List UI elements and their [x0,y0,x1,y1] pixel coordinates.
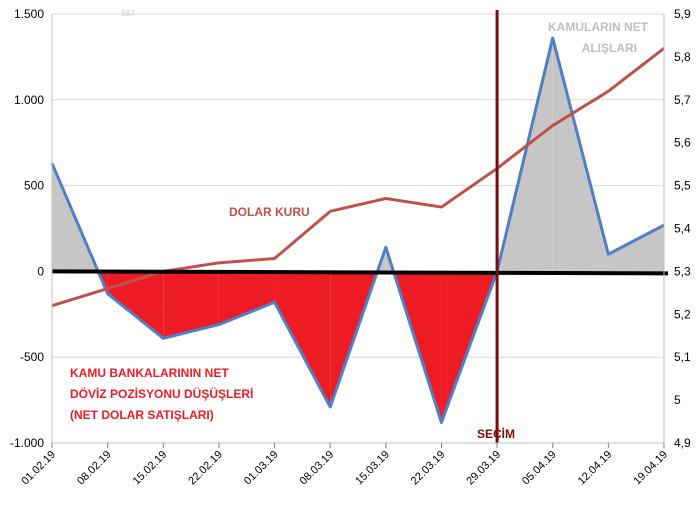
dollar-rate-annotation: DOLAR KURU [229,205,310,219]
net-sales-annotation-line-3: (NET DOLAR SATIŞLARI) [70,408,214,422]
x-tick-label-5: 08.03.19 [298,449,337,488]
right-tick-label-8: 5,7 [674,93,691,107]
x-tick-label-8: 29.03.19 [464,449,503,488]
x-tick-label-1: 08.02.19 [75,449,114,488]
faint-label: 587 [121,9,135,18]
series-lines [50,36,665,424]
area-segment-3 [218,271,275,325]
left-tick-label-2: 0 [37,264,44,278]
right-tick-label-7: 5,6 [674,136,691,150]
x-tick-label-3: 22.02.19 [186,449,225,488]
x-tick-label-2: 15.02.19 [131,449,170,488]
left-tick-label-4: 1.000 [14,93,44,107]
left-tick-label-0: -1.000 [10,436,44,450]
right-tick-label-10: 5,9 [674,7,691,21]
axes [51,10,669,448]
right-tick-label-0: 4,9 [674,436,691,450]
x-tick-label-7: 22.03.19 [409,449,448,488]
left-tick-label-5: 1.500 [14,7,44,21]
right-tick-label-3: 5,2 [674,307,691,321]
right-tick-label-9: 5,8 [674,50,691,64]
x-tick-label-6: 15.03.19 [353,449,392,488]
x-tick-label-4: 01.03.19 [242,449,281,488]
left-tick-label-1: -500 [20,350,44,364]
right-tick-label-1: 5 [674,393,681,407]
dollar-rate-line [51,47,665,308]
right-tick-label-2: 5,1 [674,350,691,364]
area-fills [52,38,664,423]
x-tick-label-9: 05.04.19 [520,449,559,488]
election-annotation: SEÇİM [477,426,515,441]
net-purchases-annotation-line-2: ALIŞLARI [582,41,637,55]
x-tick-label-11: 19.04.19 [631,449,670,488]
x-tick-label-10: 12.04.19 [576,449,615,488]
right-tick-label-5: 5,4 [674,222,691,236]
zero-line [51,269,669,276]
net-position-line [50,36,665,424]
area-segment-10 [608,225,664,272]
area-segment-4 [274,271,331,407]
net-purchases-annotation-line-1: KAMULARIN NET [548,20,649,34]
area-segment-1 [107,271,164,339]
left-tick-label-3: 500 [24,179,44,193]
net-sales-annotation-line-2: DÖVİZ POZİSYONU DÜŞÜŞLERİ [70,386,253,401]
right-tick-label-6: 5,5 [674,179,691,193]
area-segment-2 [163,271,219,339]
x-tick-label-0: 01.02.19 [19,449,58,488]
net-sales-annotation-line-1: KAMU BANKALARININ NET [70,366,229,380]
right-tick-label-4: 5,3 [674,264,691,278]
